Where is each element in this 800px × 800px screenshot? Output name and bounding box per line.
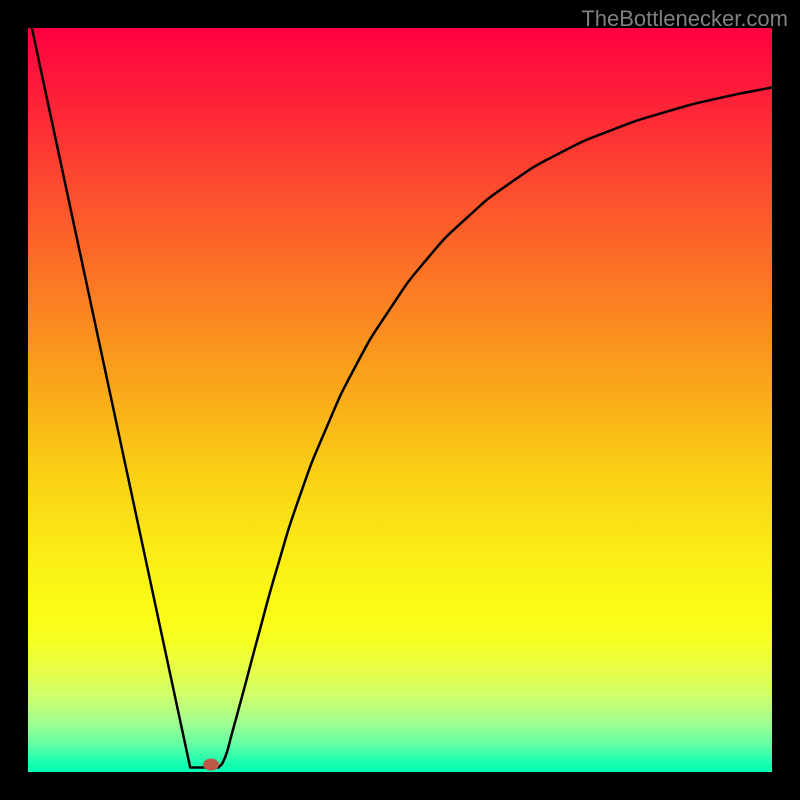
bottleneck-curve xyxy=(32,28,772,768)
watermark-text: TheBottlenecker.com xyxy=(581,6,788,32)
plot-area xyxy=(28,28,772,772)
marker-dot xyxy=(203,759,219,771)
curve-svg xyxy=(28,28,772,772)
chart-wrapper: TheBottlenecker.com xyxy=(0,0,800,800)
plot-background xyxy=(28,28,772,772)
